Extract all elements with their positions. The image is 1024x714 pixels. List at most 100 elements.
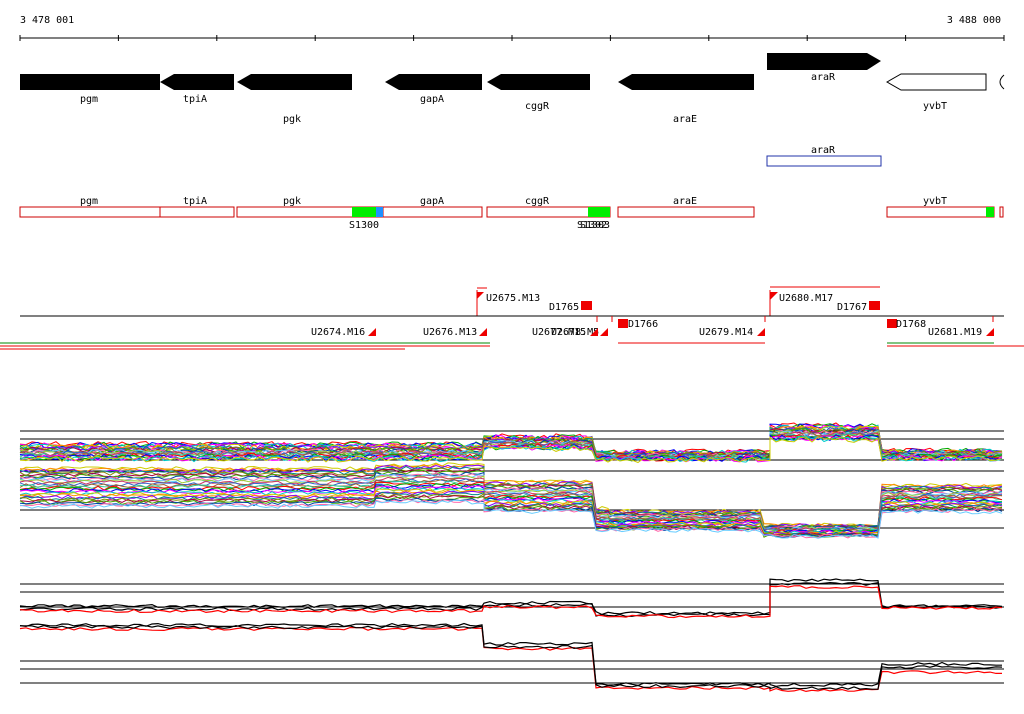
profile-line	[19, 499, 1003, 539]
transcript-label: araE	[673, 196, 697, 207]
gene-araR[interactable]: araR	[767, 53, 881, 83]
transcript-track: pgm tpiA pgk gapA cggR araE yvbT	[19, 196, 1004, 231]
transcript-label: gapA	[420, 196, 444, 207]
gene-partial-edge	[999, 74, 1005, 90]
transcript-gapA[interactable]: gapA	[382, 196, 483, 218]
transcript-edge-box	[999, 206, 1004, 218]
regulator-box-araR[interactable]: araR	[766, 145, 882, 167]
segment-label: U2681.M19	[928, 327, 982, 338]
gene-label: araR	[811, 72, 836, 83]
transcript-box	[617, 206, 755, 218]
segment-block[interactable]	[869, 301, 880, 310]
transcript-label: pgm	[80, 196, 98, 207]
segment-flag[interactable]	[590, 328, 598, 336]
gene-label: tpiA	[183, 94, 207, 105]
profile-line	[19, 436, 1003, 464]
gene-label: araE	[673, 114, 697, 125]
site-label: S1303	[580, 220, 610, 231]
profile-line	[19, 490, 1003, 537]
mean-profile-line	[20, 624, 1003, 690]
regulator-label: araR	[811, 145, 836, 156]
segment-flag[interactable]	[600, 328, 608, 336]
gene-cggR[interactable]: cggR	[487, 74, 590, 112]
segment-label: U2676.M13	[423, 327, 477, 338]
expression-profiles-track	[19, 422, 1004, 539]
segment-label: U2679.M14	[699, 327, 753, 338]
transcript-tpiA[interactable]: tpiA	[159, 196, 235, 218]
gene-pgk[interactable]: pgk	[237, 74, 352, 125]
gene-label: cggR	[525, 101, 550, 112]
gene-label: pgk	[283, 114, 301, 125]
transcript-label: cggR	[525, 196, 550, 207]
segment-label: D1765	[549, 302, 579, 313]
transcript-label: pgk	[283, 196, 301, 207]
mean-profiles-track	[19, 578, 1004, 693]
segment-block[interactable]	[618, 319, 628, 328]
segment-block[interactable]	[887, 319, 897, 328]
gene-yvbT[interactable]: yvbT	[885, 73, 987, 112]
transcript-label: tpiA	[183, 196, 207, 207]
gene-arrow	[160, 74, 234, 90]
mean-profile-line	[19, 626, 1002, 693]
mean-profile-line	[19, 581, 1003, 618]
profile-line	[19, 492, 1003, 537]
segment-label: U2678.M5	[551, 327, 599, 338]
transcript-box	[159, 206, 235, 218]
profile-line	[19, 478, 1003, 532]
mean-profile-line	[19, 585, 1003, 619]
transcript-box	[19, 206, 161, 218]
mean-profile-line	[19, 622, 1002, 687]
segment-label: D1768	[896, 319, 926, 330]
segment-flag[interactable]	[477, 292, 484, 299]
gene-arrow	[618, 74, 754, 90]
profile-line	[19, 435, 1003, 463]
segment-flag[interactable]	[757, 328, 765, 336]
gene-arrow	[487, 74, 590, 90]
site-marker-green[interactable]	[588, 207, 610, 217]
segment-label: U2677.M15	[532, 327, 586, 338]
transcript-box	[382, 206, 483, 218]
profile-line	[20, 488, 1003, 536]
gene-araE[interactable]: araE	[618, 74, 754, 125]
mean-profile-line	[19, 578, 1003, 616]
profile-lines	[19, 422, 1003, 539]
mean-lines	[19, 578, 1003, 693]
transcript-pgm[interactable]: pgm	[19, 196, 161, 218]
gene-arrow	[385, 74, 482, 90]
segmentation-track: U2675.M13 D1765 U2680.M17 D1767 U2674.M1…	[0, 286, 1024, 350]
site-marker-blue[interactable]	[376, 207, 383, 217]
segment-flag[interactable]	[770, 292, 778, 300]
gene-label: gapA	[420, 94, 444, 105]
segment-label: U2675.M13	[486, 293, 540, 304]
transcript-label: yvbT	[923, 196, 947, 207]
gene-arrow	[767, 53, 881, 70]
coordinate-ruler: 3 478 001 3 488 000	[19, 15, 1005, 41]
regulator-rect	[766, 155, 882, 167]
segment-flag[interactable]	[368, 328, 376, 336]
ruler-end-label: 3 488 000	[947, 15, 1001, 26]
ruler-ticks	[19, 35, 1005, 41]
gene-arrow	[885, 73, 987, 91]
site-marker-green[interactable]	[986, 207, 994, 217]
ruler-start-label: 3 478 001	[20, 15, 74, 26]
site-marker-green[interactable]	[352, 207, 376, 217]
segment-label: U2680.M17	[779, 293, 833, 304]
site-label: S1302	[577, 220, 607, 231]
segment-flag[interactable]	[986, 328, 994, 336]
segment-flag[interactable]	[479, 328, 487, 336]
gene-pgm[interactable]: pgm	[20, 74, 160, 105]
profile-line	[19, 432, 1003, 461]
profile-line	[19, 434, 1003, 462]
profile-line	[19, 463, 1003, 529]
gene-track: pgm tpiA pgk gapA cggR araE araR yvbT	[20, 53, 1005, 125]
transcript-yvbT[interactable]: yvbT	[886, 196, 995, 218]
gene-label: pgm	[80, 94, 98, 105]
transcript-araE[interactable]: araE	[617, 196, 755, 218]
transcript-box	[886, 206, 995, 218]
site-label: S1300	[349, 220, 379, 231]
gene-tpiA[interactable]: tpiA	[160, 74, 234, 105]
segment-label: D1767	[837, 302, 867, 313]
gene-gapA[interactable]: gapA	[385, 74, 482, 105]
segment-block[interactable]	[581, 301, 592, 310]
